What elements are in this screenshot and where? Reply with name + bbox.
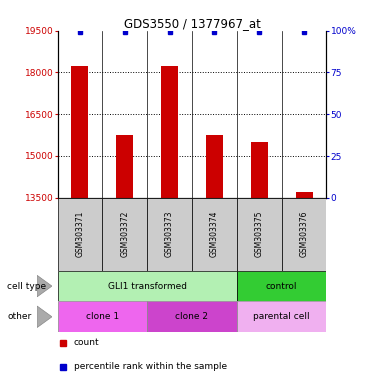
Text: clone 1: clone 1 — [86, 312, 119, 321]
Text: parental cell: parental cell — [253, 312, 310, 321]
Bar — [251, 142, 268, 198]
Text: GSM303375: GSM303375 — [255, 211, 264, 258]
Bar — [102, 198, 147, 271]
Bar — [237, 301, 326, 332]
Title: GDS3550 / 1377967_at: GDS3550 / 1377967_at — [124, 17, 260, 30]
Text: GSM303376: GSM303376 — [299, 211, 309, 258]
Bar — [58, 198, 102, 271]
Polygon shape — [37, 275, 52, 297]
Text: GLI1 transformed: GLI1 transformed — [108, 281, 187, 291]
Text: GSM303371: GSM303371 — [75, 211, 85, 257]
Bar — [161, 66, 178, 198]
Bar — [147, 198, 192, 271]
Bar — [237, 198, 282, 271]
Bar — [282, 198, 326, 271]
Text: GSM303373: GSM303373 — [165, 211, 174, 258]
Bar — [58, 271, 237, 301]
Bar — [116, 135, 133, 198]
Text: count: count — [73, 338, 99, 347]
Text: other: other — [7, 312, 32, 321]
Bar — [237, 271, 326, 301]
Bar — [206, 135, 223, 198]
Text: GSM303372: GSM303372 — [120, 211, 129, 257]
Bar — [192, 198, 237, 271]
Text: clone 2: clone 2 — [175, 312, 209, 321]
Bar — [147, 301, 237, 332]
Text: GSM303374: GSM303374 — [210, 211, 219, 258]
Text: percentile rank within the sample: percentile rank within the sample — [73, 362, 227, 371]
Bar — [296, 192, 313, 198]
Text: control: control — [266, 281, 298, 291]
Polygon shape — [37, 306, 52, 328]
Bar — [58, 301, 147, 332]
Text: cell type: cell type — [7, 281, 46, 291]
Bar — [71, 66, 88, 198]
